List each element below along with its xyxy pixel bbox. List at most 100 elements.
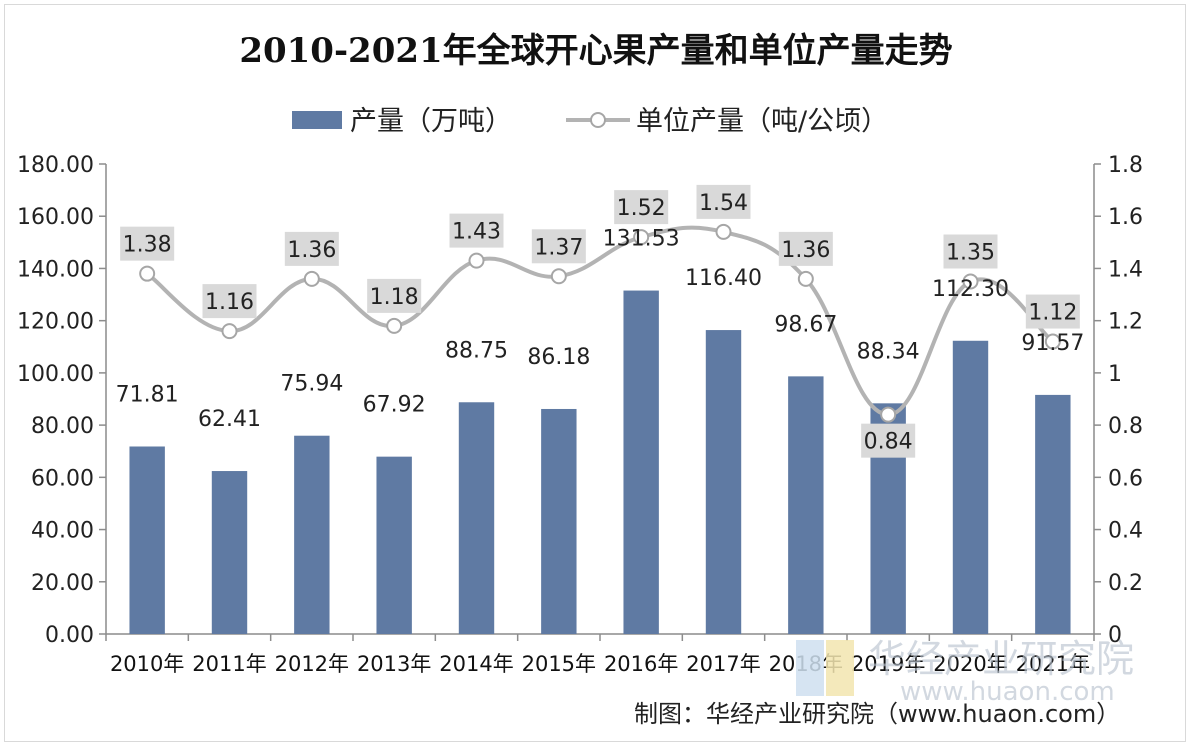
bar-value-label: 131.53 bbox=[603, 227, 680, 252]
y-right-tick-label: 0.2 bbox=[1108, 571, 1143, 596]
unit-yield-point bbox=[221, 323, 238, 340]
line-value-label: 1.37 bbox=[534, 235, 583, 260]
line-value-label: 1.35 bbox=[946, 241, 995, 266]
bar-value-label: 112.30 bbox=[932, 277, 1009, 302]
line-label-box bbox=[861, 423, 916, 458]
bar bbox=[1035, 394, 1071, 634]
x-tick-label: 2011年 bbox=[192, 652, 266, 676]
unit-yield-point bbox=[633, 229, 650, 246]
unit-yield-point bbox=[962, 273, 979, 290]
y-left-tick-label: 60.00 bbox=[31, 466, 94, 491]
legend: 产量（万吨） 单位产量（吨/公顷） bbox=[292, 106, 888, 137]
y-left-tick-label: 20.00 bbox=[31, 571, 94, 596]
bar-value-label: 91.57 bbox=[1021, 331, 1084, 356]
line-value-label: 1.36 bbox=[781, 238, 830, 263]
line-value-label: 1.52 bbox=[617, 196, 666, 221]
y-right-tick-label: 0.8 bbox=[1108, 414, 1143, 439]
bar bbox=[705, 330, 742, 634]
watermark: 华经产业研究院 www.huaon.com bbox=[796, 637, 1134, 707]
watermark-name: 华经产业研究院 bbox=[868, 637, 1134, 681]
x-tick-label: 2012年 bbox=[275, 652, 349, 676]
x-tick-label: 2017年 bbox=[686, 652, 760, 676]
bar bbox=[211, 471, 248, 634]
bar bbox=[541, 408, 577, 634]
line-label-box bbox=[120, 226, 175, 261]
data-labels: 71.81 62.41 75.94 67.92 88.75 86.18 131.53116.… bbox=[116, 184, 1084, 458]
line-label-box bbox=[449, 213, 504, 248]
y-right-tick-label: 0.4 bbox=[1108, 519, 1143, 544]
y-right-tick-label: 1.6 bbox=[1108, 205, 1143, 230]
watermark-logo-left bbox=[796, 640, 824, 696]
x-tick-label: 2015年 bbox=[522, 652, 596, 676]
line-value-label: 0.84 bbox=[864, 430, 913, 455]
y-right-tick-label: 1.4 bbox=[1108, 257, 1143, 282]
unit-yield-point bbox=[303, 270, 320, 287]
line-label-box bbox=[614, 190, 669, 225]
unit-yield-point bbox=[715, 223, 732, 240]
bar bbox=[952, 340, 989, 634]
y-right-tick-label: 0 bbox=[1108, 623, 1122, 648]
line-value-label: 1.38 bbox=[123, 233, 172, 258]
y-left-tick-label: 160.00 bbox=[17, 205, 94, 230]
line-label-box bbox=[284, 231, 339, 266]
legend-bar-label: 产量（万吨） bbox=[350, 106, 512, 137]
y-left-tick-label: 80.00 bbox=[31, 414, 94, 439]
line-value-label: 1.18 bbox=[370, 285, 419, 310]
y-left-tick-label: 40.00 bbox=[31, 519, 94, 544]
bar-value-label: 116.40 bbox=[685, 266, 762, 291]
line-value-label: 1.43 bbox=[452, 220, 501, 245]
x-tick-label: 2020年 bbox=[933, 652, 1007, 676]
line-label-box bbox=[1025, 294, 1080, 329]
line-label-box bbox=[202, 284, 257, 319]
bar-value-label: 75.94 bbox=[280, 372, 343, 397]
x-tick-label: 2019年 bbox=[851, 652, 925, 676]
bar bbox=[376, 456, 412, 634]
y-left-tick-label: 120.00 bbox=[17, 310, 94, 335]
unit-yield-line bbox=[139, 223, 1061, 423]
unit-yield-point bbox=[1044, 333, 1061, 350]
unit-yield-point bbox=[468, 252, 485, 269]
bar-value-label: 88.34 bbox=[857, 339, 920, 364]
line-label-box bbox=[367, 278, 422, 313]
y-left-tick-label: 140.00 bbox=[17, 257, 94, 282]
x-tick-label: 2013年 bbox=[357, 652, 431, 676]
y-left-tick-label: 180.00 bbox=[17, 153, 94, 178]
line-value-label: 1.54 bbox=[699, 191, 748, 216]
chart-title: 2010-2021年全球开心果产量和单位产量走势 bbox=[239, 31, 952, 71]
y-left-tick-label: 100.00 bbox=[17, 362, 94, 387]
bar bbox=[623, 290, 659, 634]
y-left-tick-label: 0.00 bbox=[45, 623, 94, 648]
bar-value-label: 86.18 bbox=[527, 345, 590, 370]
line-value-label: 1.12 bbox=[1028, 301, 1077, 326]
y-right-tick-label: 1.8 bbox=[1108, 153, 1143, 178]
watermark-url: www.huaon.com bbox=[900, 677, 1115, 707]
unit-yield-point bbox=[550, 268, 567, 285]
y-right-tick-label: 1.2 bbox=[1108, 310, 1143, 335]
axes: 0.00 20.00 40.00 60.00 80.00 100.00 120.00 140.… bbox=[17, 153, 1143, 676]
x-tick-label: 2014年 bbox=[439, 652, 513, 676]
bars bbox=[129, 290, 1071, 634]
unit-yield-point bbox=[797, 270, 814, 287]
bar bbox=[458, 402, 495, 634]
legend-line-label: 单位产量（吨/公顷） bbox=[636, 106, 888, 137]
watermark-logo-right bbox=[826, 640, 854, 696]
bar-value-label: 88.75 bbox=[445, 338, 508, 363]
unit-yield-point bbox=[880, 406, 897, 423]
line-value-label: 1.16 bbox=[205, 290, 254, 315]
bar-value-label: 98.67 bbox=[774, 312, 837, 337]
bar-value-label: 62.41 bbox=[198, 407, 261, 432]
unit-yield-point bbox=[386, 317, 403, 334]
bar-value-label: 71.81 bbox=[116, 382, 179, 407]
unit-yield-point bbox=[139, 265, 156, 282]
line-label-box bbox=[696, 184, 751, 219]
bar bbox=[129, 446, 165, 634]
x-tick-label: 2021年 bbox=[1016, 652, 1090, 676]
bar-value-label: 67.92 bbox=[363, 393, 426, 418]
x-tick-label: 2010年 bbox=[110, 652, 184, 676]
y-right-tick-label: 1 bbox=[1108, 362, 1122, 387]
legend-bar-swatch bbox=[292, 111, 342, 129]
x-tick-label: 2016年 bbox=[604, 652, 678, 676]
line-label-box bbox=[778, 231, 833, 266]
line-label-box bbox=[531, 229, 586, 264]
